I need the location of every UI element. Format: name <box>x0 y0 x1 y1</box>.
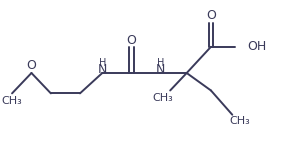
Text: N: N <box>156 63 165 76</box>
Text: O: O <box>206 9 216 22</box>
Text: O: O <box>26 59 36 72</box>
Text: CH₃: CH₃ <box>230 115 251 126</box>
Text: OH: OH <box>247 40 266 53</box>
Text: H: H <box>98 58 106 68</box>
Text: O: O <box>126 34 136 47</box>
Text: CH₃: CH₃ <box>2 96 22 106</box>
Text: N: N <box>98 63 107 76</box>
Text: CH₃: CH₃ <box>152 93 173 103</box>
Text: H: H <box>157 58 164 68</box>
